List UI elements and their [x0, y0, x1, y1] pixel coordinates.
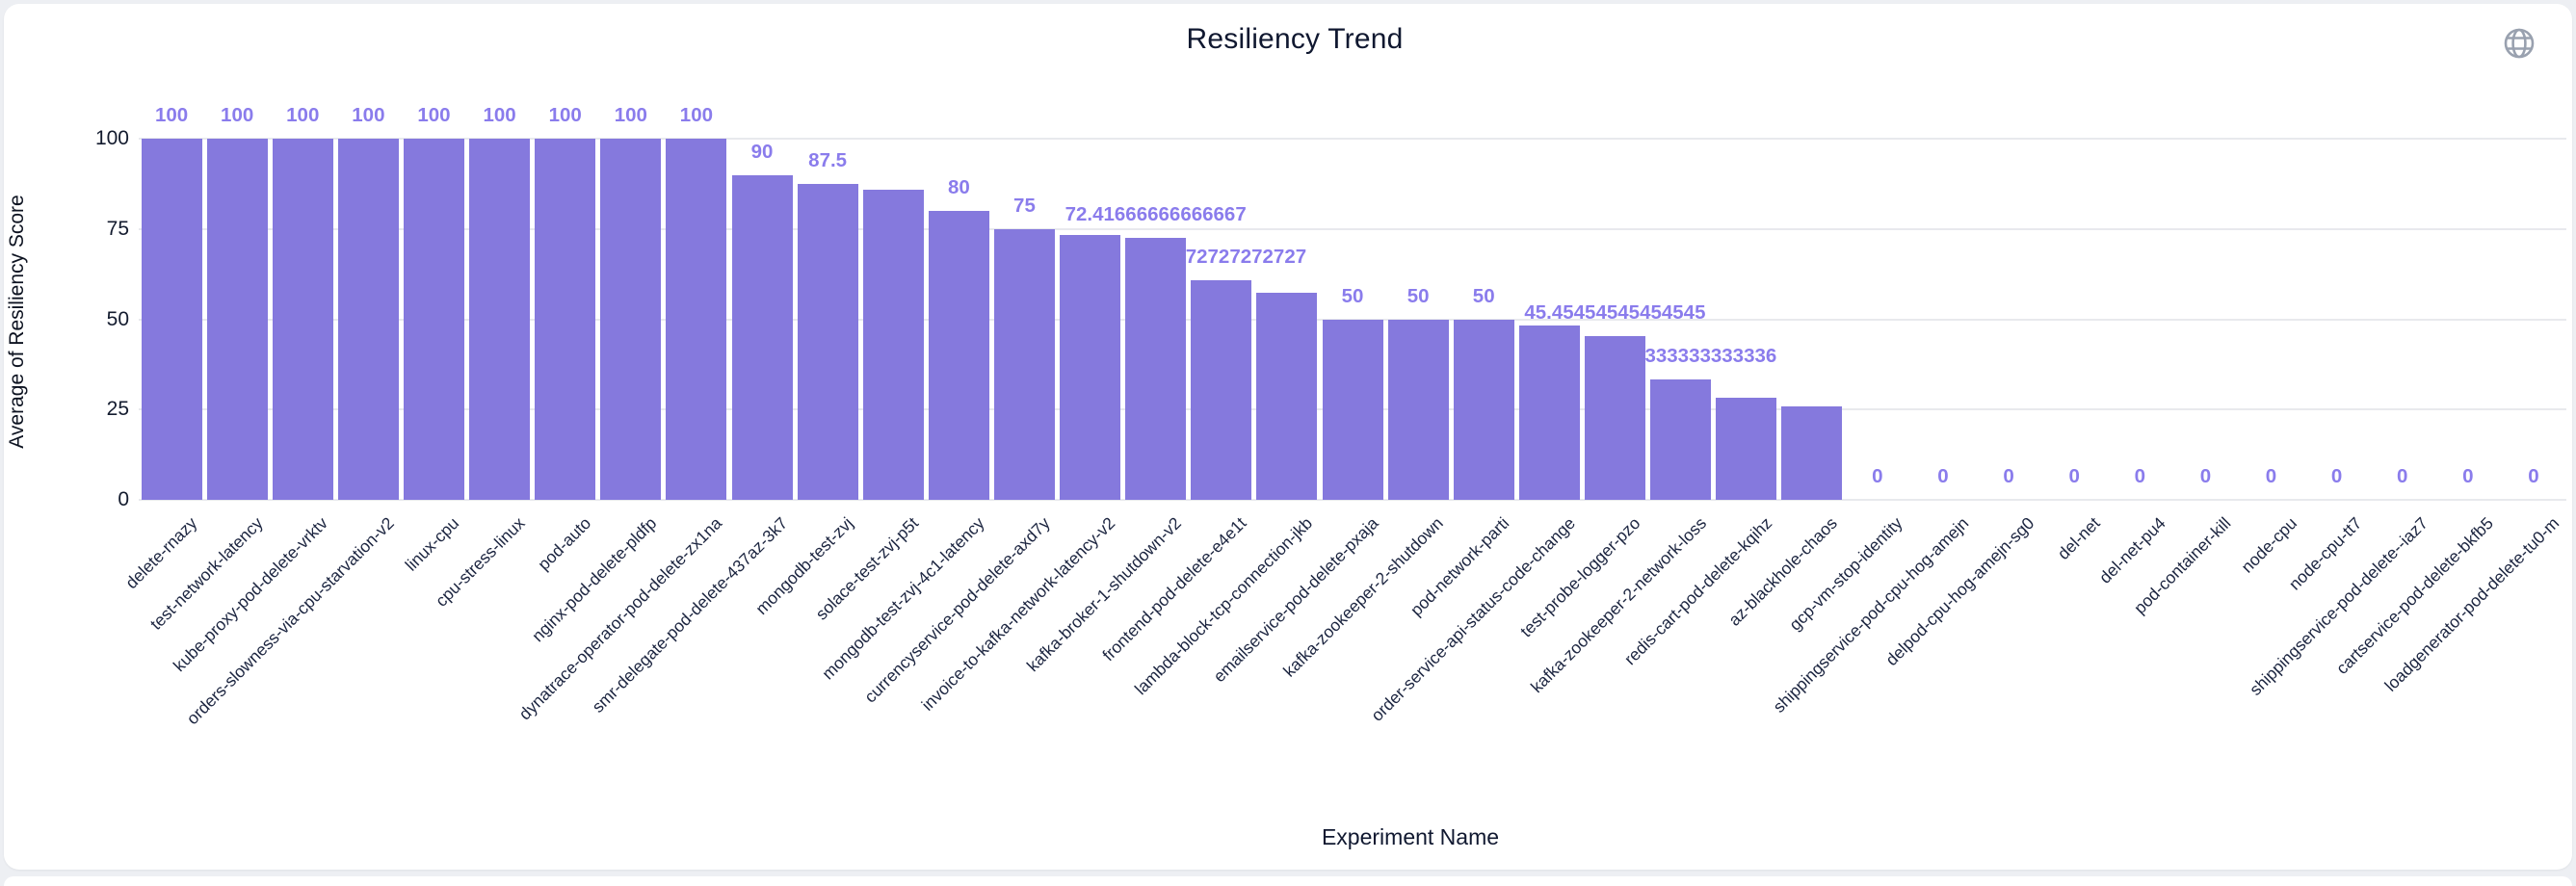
- bar[interactable]: [1453, 319, 1514, 500]
- bar[interactable]: [928, 211, 989, 500]
- x-axis-tick-label: nginx-pod-delete-pldfp: [527, 513, 660, 646]
- bar-value-label: 100: [154, 104, 189, 126]
- chart-title: Resiliency Trend: [1186, 23, 1404, 55]
- bar[interactable]: [666, 139, 727, 500]
- x-axis-tick-label: test-network-latency: [145, 513, 267, 634]
- x-axis-tick-label: az-blackhole-chaos: [1724, 513, 1841, 630]
- y-axis-tick-label: 100: [94, 127, 129, 149]
- y-axis-tick-label: 75: [106, 217, 129, 240]
- bar[interactable]: [797, 183, 858, 500]
- y-axis-tick-label: 50: [106, 307, 129, 330]
- bar[interactable]: [862, 190, 924, 500]
- bar-value-label: 100: [286, 104, 320, 126]
- bar-value-label: 0: [2003, 465, 2014, 487]
- bar[interactable]: [1518, 325, 1580, 500]
- bar-value-label: 87.5: [808, 148, 848, 171]
- bar[interactable]: [731, 174, 793, 500]
- bar-value-label: 100: [548, 104, 582, 126]
- bar-value-label: 50: [1472, 284, 1495, 307]
- bar[interactable]: [206, 139, 268, 500]
- bar-value-label: 100: [221, 104, 254, 126]
- bar[interactable]: [1387, 319, 1449, 500]
- bar[interactable]: [1584, 335, 1645, 500]
- x-axis-tick-label: linux-cpu: [401, 513, 463, 575]
- bar-value-label: 0: [2330, 465, 2343, 487]
- next-card-edge: [4, 876, 2572, 886]
- bar-value-label: 50: [1341, 284, 1364, 307]
- bar[interactable]: [469, 139, 531, 500]
- globe-icon[interactable]: [2503, 27, 2536, 60]
- bar-value-label: 0: [2134, 465, 2145, 487]
- bar[interactable]: [272, 139, 333, 500]
- bar[interactable]: [1060, 235, 1121, 500]
- bar-value-label: 75: [1013, 194, 1036, 217]
- bar[interactable]: [1716, 397, 1777, 500]
- bar-value-label: 0: [2068, 465, 2080, 487]
- bar[interactable]: [993, 228, 1055, 500]
- bar[interactable]: [1650, 379, 1712, 500]
- bar[interactable]: [1322, 319, 1383, 500]
- gridline: [139, 138, 2566, 140]
- bar-value-label: 50: [1406, 284, 1430, 307]
- bar[interactable]: [1256, 293, 1318, 500]
- y-axis-title: Average of Resiliency Score: [6, 195, 28, 449]
- bar[interactable]: [1191, 280, 1252, 500]
- bar-value-label: 100: [352, 104, 385, 126]
- bar-value-label: 100: [417, 104, 451, 126]
- bar-value-label: 0: [1872, 465, 1883, 487]
- x-axis-title: Experiment Name: [1321, 824, 1500, 849]
- bar-value-label: 0: [2199, 465, 2212, 487]
- bar-value-label: 80: [947, 176, 970, 198]
- bar-value-label: 45.45454545454545: [1524, 300, 1706, 324]
- bar-value-label: 0: [2528, 465, 2539, 487]
- x-axis-tick-label: del-net: [2053, 513, 2104, 563]
- x-axis-tick-label: test-probe-logger-pzo: [1516, 513, 1644, 641]
- bar-value-label: 0: [2462, 465, 2474, 487]
- bar[interactable]: [403, 139, 464, 500]
- gridline: [139, 499, 2566, 501]
- bar-value-label: 100: [614, 104, 647, 126]
- x-axis-tick-label: node-cpu: [2236, 513, 2300, 577]
- bar[interactable]: [141, 139, 202, 500]
- bar-value-label: 90: [750, 140, 774, 163]
- x-axis-tick-label: pod-auto: [533, 513, 594, 574]
- bar-value-label: 0: [2265, 465, 2277, 487]
- bar[interactable]: [1125, 238, 1187, 500]
- bar-value-label: 100: [679, 104, 714, 126]
- bar[interactable]: [600, 139, 662, 500]
- bar[interactable]: [535, 139, 596, 500]
- bar[interactable]: [337, 139, 399, 500]
- bar-value-label: 72.41666666666667: [1065, 203, 1247, 226]
- bar[interactable]: [1781, 406, 1843, 500]
- x-axis-tick-label: gcp-vm-stop-identity: [1785, 513, 1907, 635]
- bar-value-label: 100: [483, 104, 516, 126]
- bar-value-label: 0: [2397, 465, 2408, 487]
- bar-value-label: 0: [1937, 465, 1949, 487]
- chart-card: Resiliency Trend 0 25 50 75 100 100 delete-rna…: [4, 4, 2572, 870]
- y-axis-tick-label: 0: [118, 488, 129, 510]
- y-axis-tick-label: 25: [106, 398, 129, 421]
- plot-area: 0 25 50 75 100 100 delete-rnazy 100 test-network…: [4, 4, 2572, 870]
- gridline: [139, 227, 2566, 230]
